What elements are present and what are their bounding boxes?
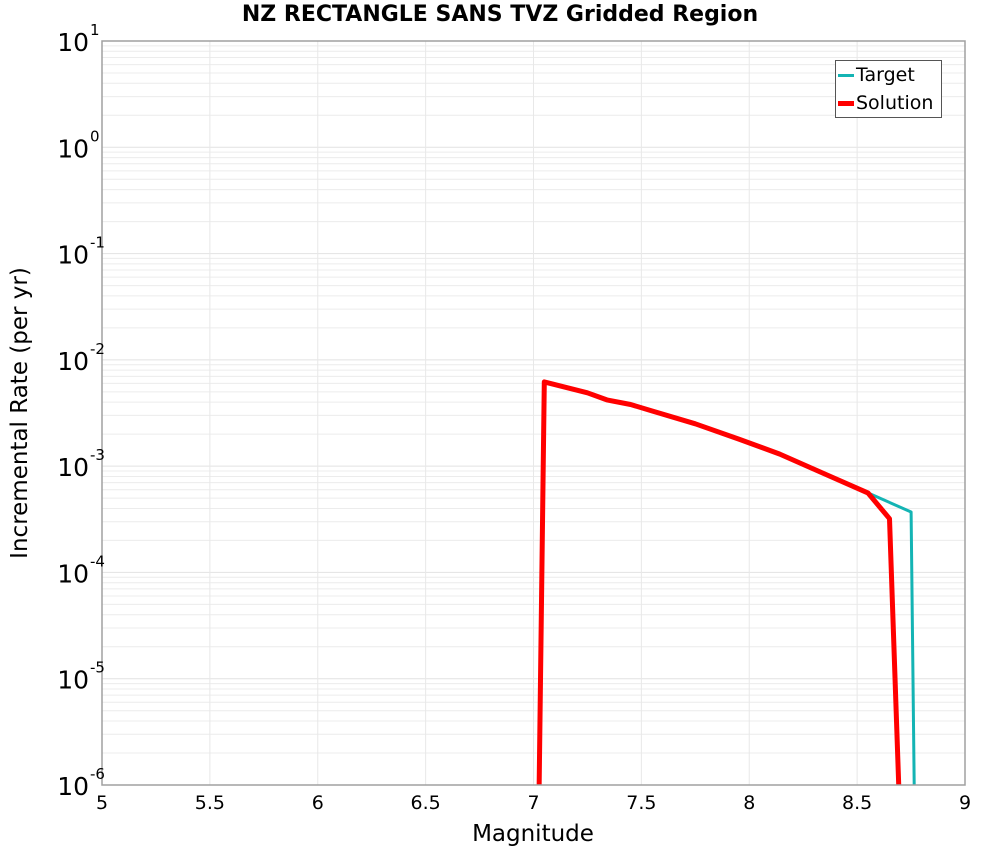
x-tick-label: 8 (743, 792, 755, 814)
series-line-solution (536, 379, 902, 785)
svg-text:-3: -3 (90, 446, 105, 464)
plot-area-frame (101, 40, 966, 786)
target-line-swatch-icon (838, 73, 854, 77)
x-axis-label: Magnitude (472, 821, 594, 847)
series-lines (536, 379, 916, 785)
svg-text:-4: -4 (90, 552, 105, 570)
y-tick-label: 10 -1 (57, 234, 105, 270)
y-tick-label: 10 -6 (57, 765, 105, 801)
legend-label-solution: Solution (856, 92, 934, 114)
svg-text:-2: -2 (90, 340, 105, 358)
chart-title: NZ RECTANGLE SANS TVZ Gridded Region (241, 2, 759, 27)
x-tick-label: 5.5 (195, 792, 225, 814)
svg-text:10: 10 (57, 241, 89, 270)
x-tick-label: 6.5 (411, 792, 441, 814)
svg-text:10: 10 (57, 666, 89, 695)
chart-legend: Target Solution (835, 60, 942, 118)
y-tick-label: 10 -5 (57, 659, 105, 695)
x-tick-label: 9 (959, 792, 971, 814)
grid-lines (101, 41, 966, 786)
x-tick-label: 8.5 (842, 792, 872, 814)
svg-text:0: 0 (90, 127, 100, 145)
x-tick-label: 7.5 (626, 792, 656, 814)
x-tick-label: 5 (96, 792, 108, 814)
y-tick-label: 10 0 (57, 127, 99, 163)
y-tick-label: 10 -3 (57, 446, 105, 482)
svg-text:10: 10 (57, 28, 89, 57)
svg-text:-5: -5 (90, 659, 105, 677)
x-tick-label: 6 (312, 792, 324, 814)
svg-text:10: 10 (57, 347, 89, 376)
svg-text:10: 10 (57, 134, 89, 163)
series-line-target (537, 380, 916, 785)
y-axis-label: Incremental Rate (per yr) (7, 267, 33, 559)
legend-item-solution: Solution (838, 91, 933, 115)
y-tick-label: 10 -2 (57, 340, 105, 376)
x-tick-label: 7 (527, 792, 539, 814)
y-tick-label: 10 1 (57, 21, 99, 57)
legend-label-target: Target (856, 64, 915, 86)
x-axis-ticks: 5 5.5 6 6.5 7 7.5 8 8.5 9 (96, 792, 971, 814)
solution-line-swatch-icon (838, 100, 854, 106)
svg-text:-1: -1 (90, 234, 105, 252)
svg-text:-6: -6 (90, 765, 105, 783)
svg-text:10: 10 (57, 453, 89, 482)
svg-text:10: 10 (57, 559, 89, 588)
svg-text:1: 1 (90, 21, 100, 39)
y-tick-label: 10 -4 (57, 552, 105, 588)
svg-text:10: 10 (57, 772, 89, 801)
legend-item-target: Target (838, 63, 915, 87)
